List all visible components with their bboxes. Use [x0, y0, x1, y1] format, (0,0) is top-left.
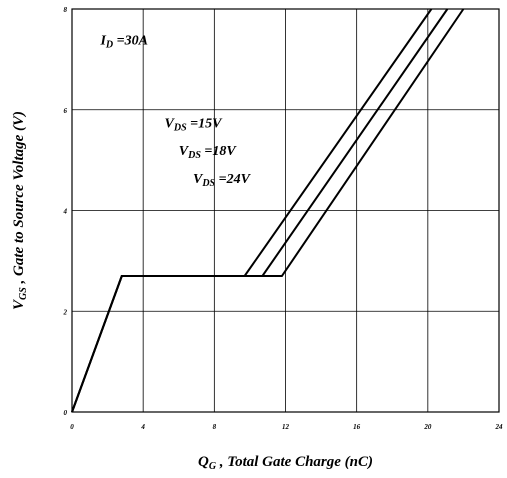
x-tick-label: 0 [70, 423, 74, 431]
annotation-1: ID =30A [99, 33, 148, 50]
x-axis-label: QG , Total Gate Charge (nC) [198, 454, 373, 472]
y-tick-label: 6 [64, 107, 68, 115]
x-tick-label: 20 [423, 423, 432, 431]
x-tick-label: 24 [495, 423, 504, 431]
annotation-3: VDS =18V [179, 144, 238, 161]
x-tick-label: 16 [353, 423, 361, 431]
annotation-4: VDS =24V [193, 172, 252, 189]
y-tick-label: 4 [63, 208, 68, 216]
plot-frame [71, 8, 500, 413]
x-tick-label: 12 [282, 423, 290, 431]
y-tick-label: 8 [64, 6, 68, 14]
y-tick-label: 2 [63, 308, 68, 316]
y-tick-label: 0 [64, 409, 68, 417]
x-tick-label: 4 [140, 423, 145, 431]
annotation-2: VDS =15V [165, 116, 224, 133]
gate-charge-curve-3 [71, 8, 465, 413]
y-axis-label: VGS , Gate to Source Voltage (V) [11, 111, 29, 310]
x-tick-label: 8 [213, 423, 217, 431]
